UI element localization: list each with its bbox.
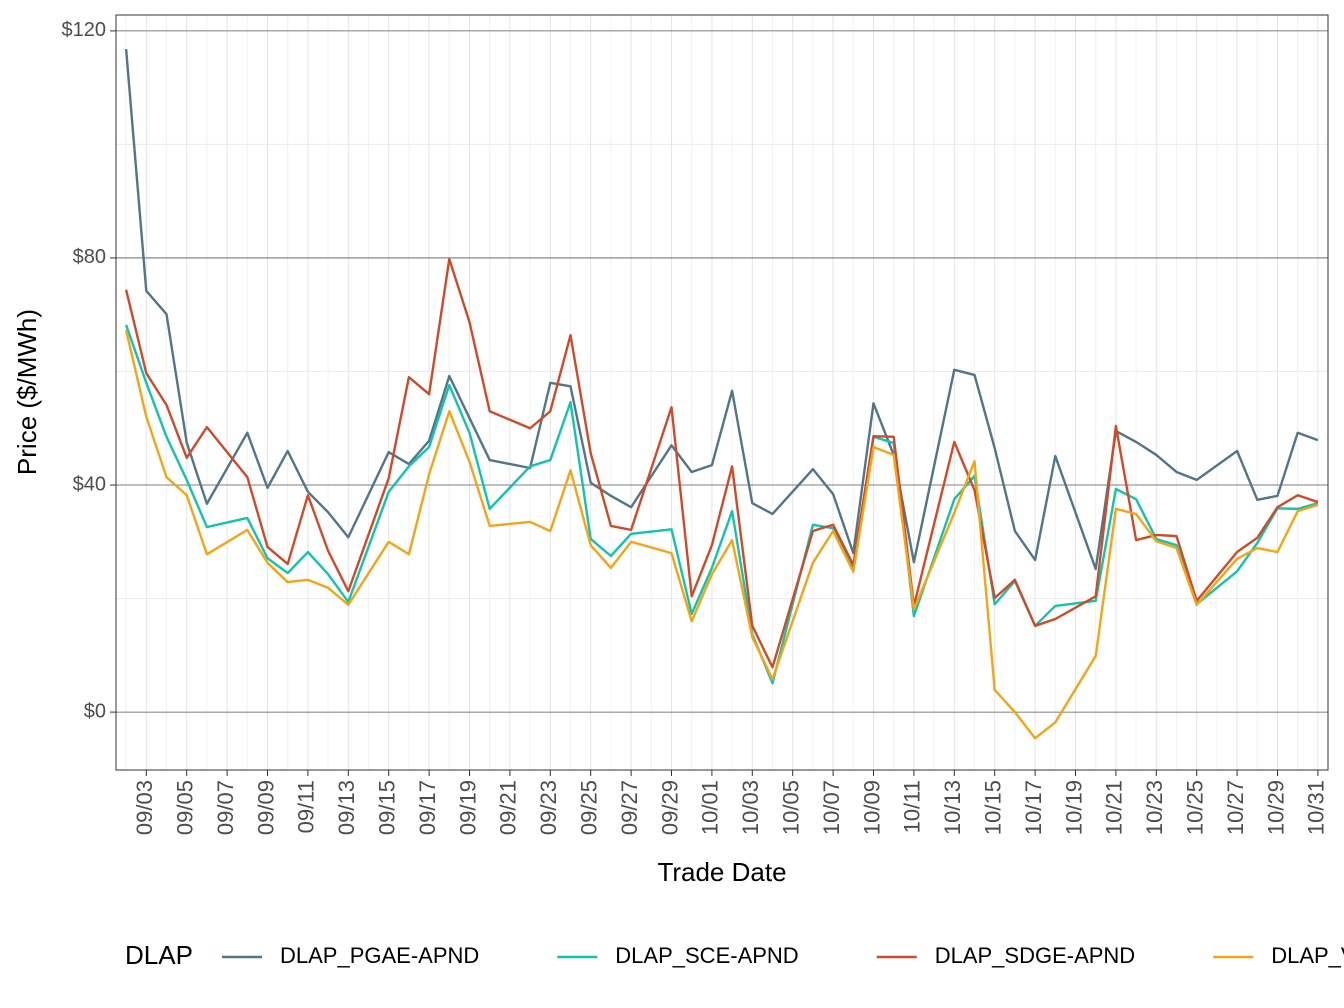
x-tick-label: 10/21 (1102, 780, 1127, 835)
x-tick-label: 09/25 (577, 780, 602, 835)
x-tick-label: 09/13 (334, 780, 359, 835)
x-tick-label: 10/13 (940, 780, 965, 835)
legend-label: DLAP_PGAE-APND (280, 943, 479, 968)
x-tick-label: 09/19 (455, 780, 480, 835)
x-tick-label: 10/07 (819, 780, 844, 835)
legend-label: DLAP_VEA-APND (1271, 943, 1344, 968)
x-tick-label: 09/29 (657, 780, 682, 835)
x-tick-label: 09/11 (294, 780, 319, 833)
x-tick-label: 09/17 (415, 780, 440, 835)
x-tick-label: 10/29 (1263, 780, 1288, 835)
legend-label: DLAP_SCE-APND (615, 943, 798, 968)
x-tick-label: 09/15 (375, 780, 400, 835)
legend-label: DLAP_SDGE-APND (935, 943, 1136, 968)
x-tick-label: 09/05 (173, 780, 198, 835)
x-tick-label: 10/15 (981, 780, 1006, 835)
x-tick-label: 09/03 (132, 780, 157, 835)
x-tick-label: 10/23 (1142, 780, 1167, 835)
x-tick-label: 10/17 (1021, 780, 1046, 835)
x-tick-label: 09/23 (536, 780, 561, 835)
x-tick-label: 10/27 (1223, 780, 1248, 835)
series-line (124, 257, 1319, 669)
series-line (124, 329, 1319, 740)
series-line (124, 48, 1319, 571)
x-tick-label: 09/21 (496, 780, 521, 835)
y-tick-label: $120 (62, 19, 107, 41)
y-tick-label: $80 (73, 246, 106, 268)
x-tick-label: 09/09 (253, 780, 278, 835)
legend-item: DLAP_SDGE-APND (876, 943, 1136, 968)
series-line (124, 324, 1319, 685)
y-tick-label: $40 (73, 473, 106, 495)
x-tick-label: 10/01 (698, 780, 723, 835)
x-tick-label: 10/19 (1061, 780, 1086, 835)
x-tick-label: 10/03 (738, 780, 763, 835)
x-tick-label: 09/07 (213, 780, 238, 835)
x-tick-label: 10/31 (1304, 780, 1329, 835)
x-tick-label: 09/27 (617, 780, 642, 835)
legend-item: DLAP_VEA-APND (1213, 943, 1344, 968)
x-tick-label: 10/11 (900, 780, 925, 833)
x-tick-label: 10/05 (779, 780, 804, 835)
panel-border (115, 14, 1329, 771)
x-axis-title: Trade Date (657, 857, 786, 887)
legend-item: DLAP_PGAE-APND (222, 943, 479, 968)
x-tick-label: 10/09 (859, 780, 884, 835)
y-axis-title: Price ($/MWh) (12, 309, 42, 475)
legend-title: DLAP (125, 940, 193, 970)
x-tick-label: 10/25 (1183, 780, 1208, 835)
legend-item: DLAP_SCE-APND (557, 943, 799, 968)
y-tick-label: $0 (84, 700, 106, 722)
